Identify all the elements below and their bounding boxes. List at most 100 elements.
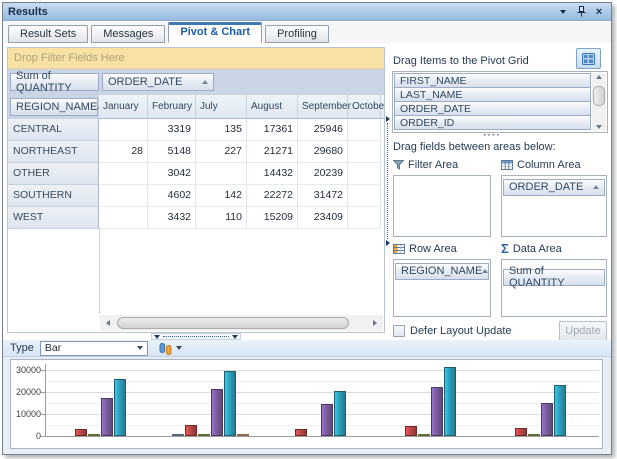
close-icon: × [595, 5, 603, 18]
list-resize-handle[interactable]: ···· [483, 130, 501, 141]
pivot-grid-layout-button[interactable] [576, 48, 601, 69]
bar-july-central [88, 434, 100, 436]
vertical-splitter[interactable] [385, 115, 391, 247]
type-label: Type [10, 342, 34, 354]
horizontal-splitter[interactable] [151, 333, 241, 340]
cell: 15209 [247, 207, 298, 229]
row-header-other: OTHER [8, 163, 99, 185]
field-item-order-id[interactable]: ORDER_ID [394, 115, 591, 130]
bar-february-west [515, 428, 527, 436]
scroll-left-button[interactable] [100, 315, 116, 331]
cell [348, 119, 381, 141]
data-area-field-button[interactable]: Sum of QUANTITY [503, 265, 605, 289]
scrollbar-thumb[interactable] [593, 86, 605, 106]
chart-pane: 0 10000 20000 30000 [3, 357, 611, 454]
y-axis [45, 364, 46, 437]
update-button[interactable]: Update [559, 321, 607, 341]
table-row: OTHER 3042 14432 20239 [8, 163, 384, 185]
field-item-order-date[interactable]: ORDER_DATE [394, 101, 591, 116]
panel-title: Results [8, 5, 48, 18]
chevron-down-icon [137, 346, 144, 350]
scrollbar-thumb[interactable] [117, 317, 349, 329]
pin-icon [577, 6, 585, 17]
defer-layout-checkbox[interactable] [393, 325, 405, 337]
cell: 29680 [298, 141, 348, 163]
defer-layout-label: Defer Layout Update [410, 325, 512, 337]
close-button[interactable]: × [592, 6, 606, 18]
bar-august-west [541, 403, 553, 436]
combo-dropdown-button[interactable] [134, 346, 147, 350]
bar-july-west [528, 434, 540, 436]
chart-type-combobox[interactable]: Bar [39, 340, 148, 356]
cell: 17361 [247, 119, 298, 141]
collapse-right-icon [386, 240, 390, 246]
data-field-button[interactable]: Sum of QUANTITY [10, 70, 99, 94]
window-menu-button[interactable] [556, 6, 570, 18]
row-area-icon [393, 244, 405, 254]
column-field-button[interactable]: ORDER_DATE [102, 73, 214, 91]
gridline [45, 392, 599, 393]
field-list: FIRST_NAME LAST_NAME ORDER_DATE ORDER_ID [392, 71, 608, 133]
cell: 28 [99, 141, 148, 163]
cell [348, 163, 381, 185]
filter-drop-zone[interactable]: Drop Filter Fields Here [8, 48, 384, 69]
cell [348, 141, 381, 163]
row-area-field-button[interactable]: REGION_NAME [395, 262, 489, 280]
cell: 135 [196, 119, 247, 141]
column-area-box[interactable]: ORDER_DATE [501, 175, 607, 237]
cell: 14432 [247, 163, 298, 185]
column-headers: January February July August September Octobe… [99, 95, 384, 119]
collapse-right-icon [386, 116, 390, 122]
y-tick-label: 20000 [15, 387, 41, 397]
row-area-box[interactable]: REGION_NAME [393, 259, 491, 317]
field-list-scrollbar[interactable] [592, 73, 606, 131]
chart-plot: 0 10000 20000 30000 [11, 360, 602, 448]
tab-pivot-chart[interactable]: Pivot & Chart [168, 22, 263, 43]
table-row: CENTRAL 3319 135 17361 25946 [8, 119, 384, 141]
cell [348, 185, 381, 207]
row-header-divider [99, 228, 100, 314]
areas-caption: Drag fields between areas below: [393, 141, 556, 153]
chart-panel: 0 10000 20000 30000 [10, 359, 603, 449]
scroll-right-button[interactable] [367, 315, 383, 331]
cell: 23409 [298, 207, 348, 229]
column-header-row: REGION_NAME January February July August Sep… [8, 95, 384, 119]
sigma-icon: Σ [501, 241, 509, 256]
filter-area-box[interactable] [393, 175, 491, 237]
row-field-button[interactable]: REGION_NAME [10, 98, 104, 116]
tab-result-sets[interactable]: Result Sets [8, 25, 89, 43]
row-header-west: WEST [8, 207, 99, 229]
column-header-september: September [298, 95, 351, 118]
column-header-july: July [196, 95, 247, 118]
column-header-october: October [348, 95, 384, 118]
pin-button[interactable] [574, 6, 588, 18]
cell: 227 [196, 141, 247, 163]
data-area-box[interactable]: Sum of QUANTITY [501, 259, 607, 317]
sort-asc-icon [202, 80, 208, 84]
data-header-area: Sum of QUANTITY ORDER_DATE [8, 69, 384, 95]
cell: 110 [196, 207, 247, 229]
arrow-up-icon [596, 75, 602, 79]
row-header-area: REGION_NAME [8, 95, 104, 119]
x-axis [45, 436, 599, 437]
bar-august-other [321, 404, 333, 436]
column-area-field-button[interactable]: ORDER_DATE [503, 178, 605, 196]
bar-september-northeast [224, 371, 236, 436]
row-header-northeast: NORTHEAST [8, 141, 99, 163]
splitter-line [387, 123, 389, 239]
y-tick [41, 436, 45, 437]
chart-options-button[interactable] [159, 342, 182, 355]
arrow-down-icon [596, 125, 602, 129]
horizontal-scrollbar[interactable] [100, 315, 383, 331]
tab-profiling[interactable]: Profiling [265, 25, 329, 43]
tab-messages[interactable]: Messages [91, 25, 166, 43]
pivot-body: CENTRAL 3319 135 17361 25946 NORTHEAST 28 5148 2… [8, 119, 384, 229]
field-list-items: FIRST_NAME LAST_NAME ORDER_DATE ORDER_ID [394, 73, 591, 130]
row-header-central: CENTRAL [8, 119, 99, 141]
field-item-first-name[interactable]: FIRST_NAME [394, 73, 591, 88]
field-item-last-name[interactable]: LAST_NAME [394, 87, 591, 102]
cell: 3432 [148, 207, 196, 229]
cell: 3042 [148, 163, 196, 185]
arrow-right-icon [373, 320, 377, 326]
cell: 142 [196, 185, 247, 207]
